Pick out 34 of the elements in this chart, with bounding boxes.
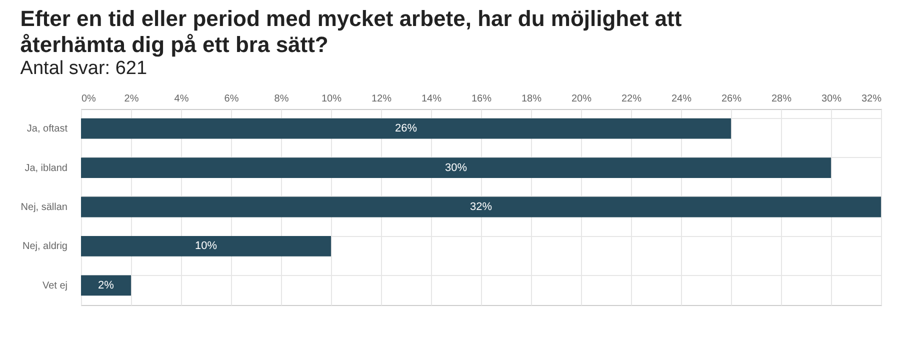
data-label: 30%	[444, 162, 468, 174]
x-tick-label: 10%	[321, 94, 342, 104]
x-tick-label: 2%	[124, 94, 139, 104]
chart-title: Efter en tid eller period med mycket arbete, har du möjlighet att återhämta dig på ett bra sätt?	[20, 6, 682, 57]
bar	[81, 158, 831, 178]
x-tick-label: 4%	[174, 94, 189, 104]
x-tick-label: 24%	[671, 94, 692, 104]
data-label: 26%	[394, 122, 418, 135]
y-tick-label: Nej, sällan	[20, 202, 68, 213]
x-tick-label: 30%	[821, 94, 842, 104]
data-label: 32%	[470, 201, 492, 213]
x-tick-label: 18%	[521, 94, 542, 104]
y-tick-label: Nej, aldrig	[22, 241, 68, 252]
x-tick-label: 20%	[571, 94, 592, 104]
x-tick-label: 32%	[861, 94, 882, 104]
bar	[81, 118, 731, 139]
y-tick-label: Ja, ibland	[24, 162, 68, 174]
x-tick-label: 0%	[82, 94, 96, 104]
x-tick-label: 8%	[274, 94, 289, 104]
y-tick-label: Vet ej	[42, 280, 68, 292]
x-tick-label: 28%	[771, 94, 792, 104]
bar	[81, 275, 131, 296]
x-tick-label: 14%	[421, 94, 442, 104]
x-tick-label: 16%	[471, 94, 492, 104]
data-label: 10%	[194, 240, 218, 252]
x-tick-label: 26%	[721, 94, 742, 104]
chart-subtitle: Antal svar: 621	[20, 58, 148, 79]
y-tick-label: Ja, oftast	[26, 124, 68, 135]
x-tick-label: 12%	[371, 94, 392, 104]
x-tick-label: 22%	[621, 94, 642, 104]
data-label: 2%	[98, 279, 114, 292]
x-tick-label: 6%	[224, 94, 239, 104]
bar	[81, 196, 881, 218]
bar	[81, 236, 331, 256]
